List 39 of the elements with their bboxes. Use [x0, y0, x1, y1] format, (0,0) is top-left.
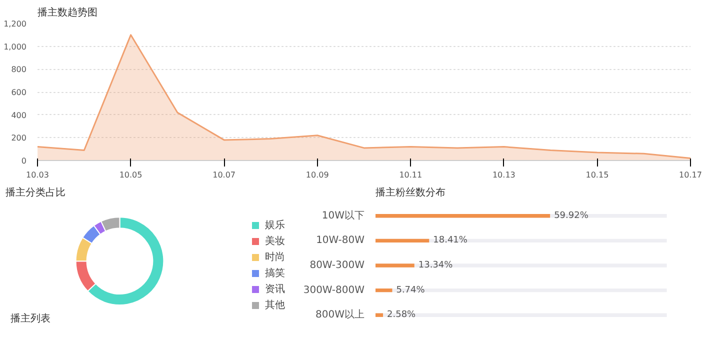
legend-label: 美妆: [265, 234, 285, 248]
x-tick-label: 10.09: [306, 170, 329, 180]
y-tick-label: 800W以上: [316, 308, 365, 321]
text: 播主列表: [10, 312, 50, 324]
y-tick-label: 0: [21, 156, 27, 166]
data-label: 13.34%: [418, 260, 454, 270]
legend-label: 资讯: [265, 283, 285, 296]
y-tick-label: 400: [11, 110, 27, 120]
chart-title: 播主粉丝数分布: [376, 186, 446, 198]
legend-label: 搞笑: [265, 266, 285, 280]
x-tick-label: 10.11: [399, 170, 422, 180]
x-tick-label: 10.13: [492, 170, 516, 180]
bar: [376, 238, 430, 243]
data-label: 2.58%: [387, 310, 416, 320]
x-tick-label: 10.05: [119, 170, 142, 180]
y-tick-label: 200: [11, 134, 27, 143]
y-tick-label: 800: [11, 65, 27, 74]
data-label: 5.74%: [396, 285, 426, 296]
bar: [376, 288, 392, 292]
data-label: 18.41%: [433, 236, 468, 246]
y-tick-label: 600: [11, 88, 27, 97]
y-tick-label: 10W以下: [322, 209, 365, 222]
y-tick-label: 300W-800W: [303, 284, 365, 296]
legend-label: 其他: [265, 298, 285, 312]
data-label: 59.92%: [554, 210, 589, 221]
legend-label: 娱乐: [265, 218, 285, 232]
x-tick-label: 10.03: [26, 170, 49, 180]
y-tick-label: 1,200: [4, 20, 27, 28]
y-tick-label: 80W-300W: [310, 260, 365, 271]
y-tick-label: 1,000: [4, 42, 27, 52]
y-tick-label: 10W-80W: [316, 235, 365, 246]
x-tick-label: 10.07: [212, 170, 236, 180]
chart-title: 播主数趋势图: [38, 6, 98, 18]
bar: [376, 264, 414, 268]
legend-label: 时尚: [265, 250, 285, 264]
x-tick-label: 10.15: [586, 170, 609, 180]
bar: [376, 313, 384, 317]
chart-title: 播主分类占比: [6, 186, 66, 198]
x-tick-label: 10.17: [679, 170, 702, 180]
